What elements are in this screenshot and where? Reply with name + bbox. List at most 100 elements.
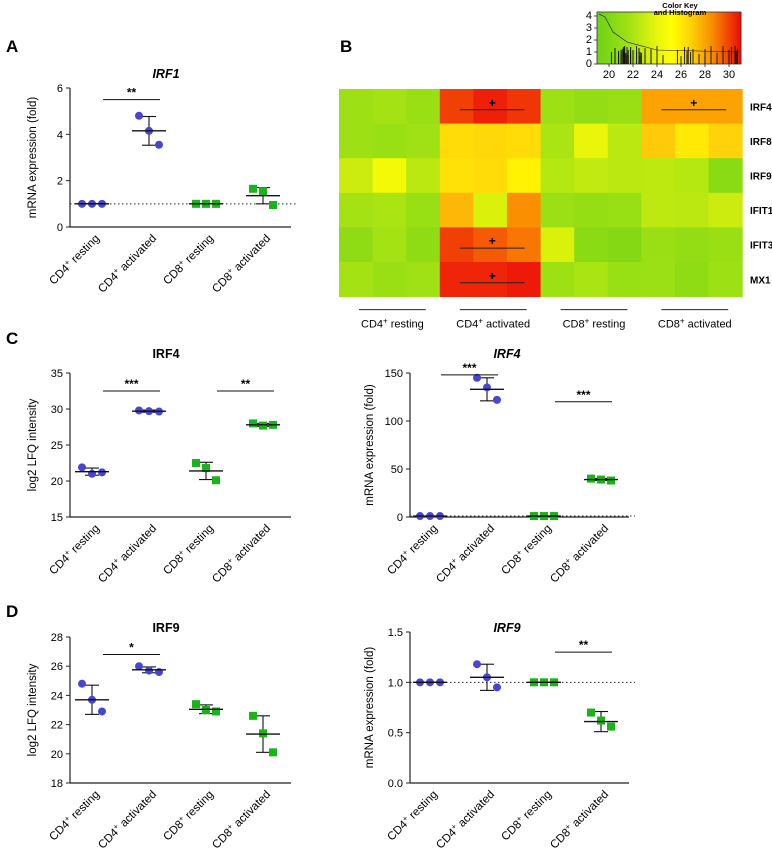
y-axis-label: mRNA expression (fold) bbox=[364, 647, 376, 769]
heatmap-group-label: CD8+ resting bbox=[563, 316, 626, 331]
heatmap-cell bbox=[675, 123, 710, 159]
category-label: CD4+ resting bbox=[46, 787, 103, 844]
heatmap-cell bbox=[675, 89, 710, 125]
category-label: CD8+ resting bbox=[498, 787, 555, 844]
heatmap-cell bbox=[540, 158, 575, 194]
color-key-strip bbox=[625, 12, 628, 64]
color-key-strip bbox=[697, 12, 700, 64]
color-key-strip bbox=[653, 12, 656, 64]
panel-label-a: A bbox=[6, 37, 18, 56]
color-key-strip bbox=[721, 12, 724, 64]
color-key-strip bbox=[739, 12, 742, 64]
heatmap-cell bbox=[406, 89, 441, 125]
color-key-strip bbox=[713, 12, 716, 64]
heatmap-cell bbox=[406, 158, 441, 194]
heatmap-cell bbox=[507, 123, 542, 159]
heatmap-cell bbox=[473, 227, 508, 263]
heatmap-group-label: CD8+ activated bbox=[658, 316, 732, 331]
data-point bbox=[78, 463, 86, 472]
heatmap-cell bbox=[507, 158, 542, 194]
heatmap-mark-symbol: + bbox=[489, 269, 496, 283]
category-label: CD8+ resting bbox=[498, 521, 555, 578]
data-point bbox=[259, 421, 267, 430]
heatmap-cell bbox=[607, 158, 642, 194]
histogram-curve bbox=[598, 13, 740, 53]
color-key-strip bbox=[661, 12, 664, 64]
y-tick-label: 0.0 bbox=[388, 778, 403, 790]
data-point bbox=[607, 722, 615, 731]
category-label: CD8+ activated bbox=[546, 521, 611, 586]
y-tick-label: 30 bbox=[51, 404, 63, 416]
color-key-strip bbox=[683, 12, 686, 64]
heatmap-cell bbox=[372, 192, 407, 228]
color-key-strip bbox=[731, 12, 734, 64]
heatmap-mark-symbol: + bbox=[690, 96, 697, 110]
color-key-strip bbox=[709, 12, 712, 64]
data-point bbox=[473, 373, 481, 382]
category-label: CD8+ resting bbox=[160, 521, 217, 578]
color-key-strip bbox=[633, 12, 636, 64]
data-point bbox=[493, 683, 501, 692]
category-label: CD4+ activated bbox=[94, 231, 159, 296]
y-axis-label: mRNA expression (fold) bbox=[364, 384, 376, 506]
heatmap-cell bbox=[641, 192, 676, 228]
color-key-strip bbox=[691, 12, 694, 64]
heatmap-cell bbox=[607, 192, 642, 228]
color-key-strip bbox=[665, 12, 668, 64]
heatmap-row-label: IRF4 bbox=[750, 102, 772, 113]
color-key-strip bbox=[685, 12, 688, 64]
data-point bbox=[249, 711, 257, 720]
y-tick-label: 35 bbox=[51, 368, 63, 380]
heatmap-cell bbox=[641, 123, 676, 159]
color-key-strip bbox=[629, 12, 632, 64]
color-key-strip bbox=[631, 12, 634, 64]
category-label: CD4+ resting bbox=[46, 231, 103, 288]
heatmap-cell bbox=[507, 262, 542, 298]
y-tick-label: 26 bbox=[51, 661, 63, 673]
panel-label-c: C bbox=[6, 329, 18, 348]
heatmap-cell bbox=[708, 89, 743, 125]
y-tick-label: 2 bbox=[57, 176, 63, 188]
plot-title: IRF9 bbox=[152, 621, 179, 635]
y-tick-label: 50 bbox=[391, 464, 403, 476]
color-key-strip bbox=[679, 12, 682, 64]
heatmap-cell bbox=[473, 89, 508, 125]
plot-irf4-lfq: IRF4 15 20 25 30 35 log2 LFQ intensity CD4+ res… bbox=[27, 347, 291, 586]
color-key-strip bbox=[645, 12, 648, 64]
heatmap-cell bbox=[406, 262, 441, 298]
y-tick-label: 18 bbox=[51, 778, 63, 790]
y-tick-label: 0 bbox=[397, 512, 403, 524]
data-point bbox=[269, 748, 277, 757]
heatmap-cell bbox=[641, 158, 676, 194]
color-key-y-label: 1 bbox=[586, 46, 592, 58]
heatmap-cell bbox=[473, 262, 508, 298]
data-point bbox=[473, 660, 481, 669]
data-point bbox=[259, 729, 267, 738]
heatmap-cell bbox=[675, 227, 710, 263]
color-key-strip bbox=[609, 12, 612, 64]
y-tick-label: 20 bbox=[51, 749, 63, 761]
color-key-x-label: 24 bbox=[651, 69, 663, 81]
color-key-x-label: 26 bbox=[675, 69, 687, 81]
heatmap-cell bbox=[675, 262, 710, 298]
category-label: CD4+ activated bbox=[94, 521, 159, 586]
data-point bbox=[145, 666, 153, 675]
plot-title: IRF1 bbox=[152, 67, 179, 81]
data-point bbox=[98, 468, 106, 477]
data-point bbox=[202, 706, 210, 714]
color-key-strip bbox=[623, 12, 626, 64]
data-point bbox=[135, 662, 143, 671]
significance-label: * bbox=[129, 641, 134, 655]
color-key-subtitle: and Histogram bbox=[654, 8, 707, 17]
data-point bbox=[192, 700, 200, 709]
color-key-strip bbox=[677, 12, 680, 64]
heatmap-cell bbox=[406, 192, 441, 228]
heatmap-cell bbox=[540, 192, 575, 228]
significance-label: ** bbox=[241, 377, 251, 391]
heatmap-cell bbox=[406, 227, 441, 263]
y-tick-label: 1.0 bbox=[388, 677, 403, 689]
color-key-title: Color Key bbox=[662, 1, 698, 10]
plot-irf9-mrna: IRF9 0.0 0.5 1.0 1.5 mRNA expression (fold) CD… bbox=[364, 621, 635, 852]
y-tick-label: 20 bbox=[51, 476, 63, 488]
